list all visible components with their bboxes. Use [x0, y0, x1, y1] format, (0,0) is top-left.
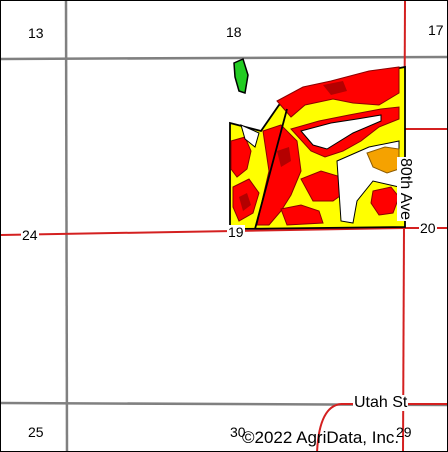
section-number-17: 17: [427, 22, 445, 38]
section-number-13: 13: [27, 25, 45, 41]
section-number-20: 20: [419, 220, 437, 236]
section-line-west: [64, 1, 69, 451]
field-darkred-3: [239, 193, 251, 211]
road-curve: [316, 403, 342, 451]
section-number-18: 18: [225, 24, 243, 40]
field-hole-3: [240, 124, 260, 148]
green-field: [233, 57, 249, 94]
copyright-text: ©2022 AgriData, Inc.: [242, 428, 400, 447]
field-hole-1: [300, 114, 382, 150]
section-number-25: 25: [27, 424, 45, 440]
section-number-29: 29: [396, 424, 412, 440]
field-darkred-2: [277, 147, 291, 167]
section-line-top: [1, 55, 447, 61]
field-red-zone-7: [280, 204, 324, 226]
field-red-zone-8: [370, 186, 400, 216]
field-diagonal-edge: [254, 108, 288, 230]
road-label-utah-st: Utah St: [353, 394, 409, 411]
section-number-19: 19: [227, 224, 245, 240]
section-number-24: 24: [21, 227, 39, 243]
field-darkred-1: [323, 81, 347, 95]
road-mid-west: [1, 227, 406, 236]
section-number-30: 30: [229, 424, 247, 440]
road-label-80th-ave: 80th Ave: [397, 157, 414, 221]
